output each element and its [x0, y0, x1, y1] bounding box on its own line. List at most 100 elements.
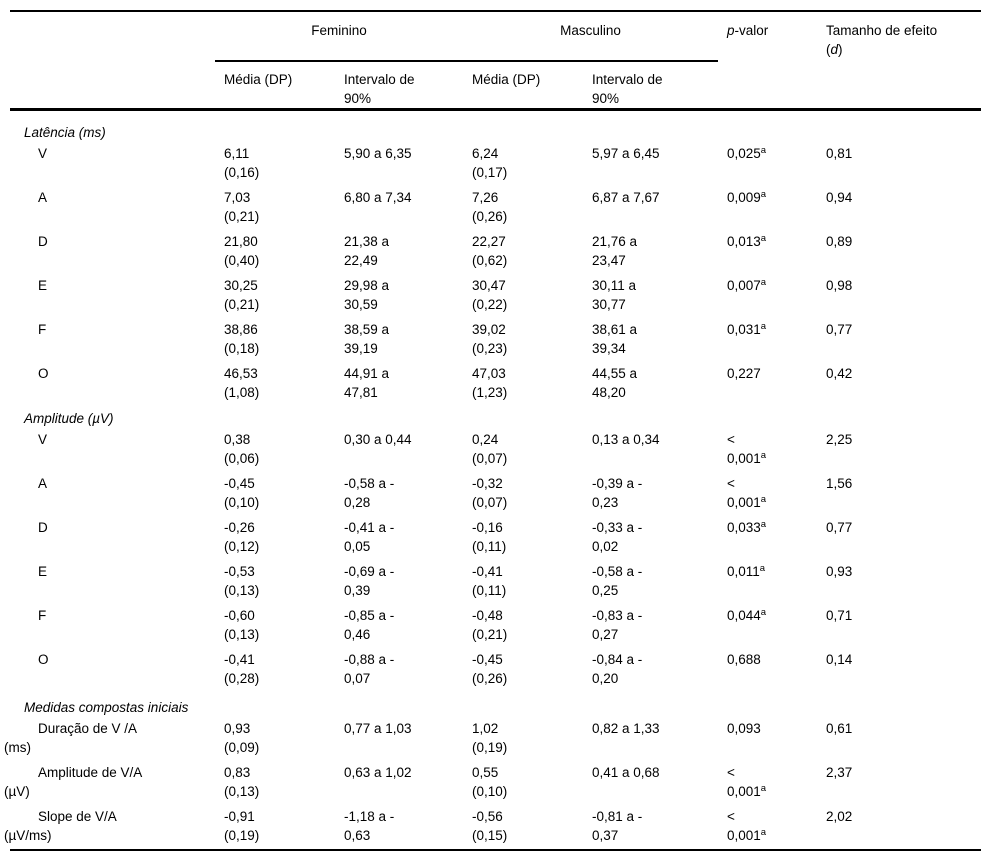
masc-media-cell: -0,56 (0,15): [463, 805, 583, 851]
fem-media-cell: -0,53 (0,13): [215, 560, 335, 604]
intervalo-masc-header: Intervalo de 90%: [583, 61, 718, 111]
masc-interval-cell: 38,61 a 39,34: [592, 322, 638, 356]
effect-size-cell: 0,98: [826, 278, 853, 293]
dp-value: (0,06): [224, 451, 260, 466]
dp-value: (0,17): [472, 165, 508, 180]
dp-value: (0,10): [472, 784, 508, 799]
p-value: 0,227: [727, 366, 761, 381]
effect-size-cell: 0,61: [826, 721, 853, 736]
media-value: -0,41: [472, 564, 503, 579]
row-label-cell: V: [10, 142, 215, 186]
effect-size-cell: 0,94: [826, 190, 853, 205]
p-italic: p: [727, 23, 735, 38]
fem-media-cell: 21,80 (0,40): [215, 230, 335, 274]
effect-size-cell: 0,89: [826, 234, 853, 249]
group-header-row: Feminino Masculino p-valor Tamanho de ef…: [10, 11, 981, 111]
media-value: 7,03: [224, 190, 251, 205]
fem-interval-cell: 0,30 a 0,44: [344, 432, 412, 447]
masc-media-cell: -0,45 (0,26): [463, 648, 583, 692]
p-superscript: a: [760, 827, 767, 838]
media-value: -0,41: [224, 652, 255, 667]
row-label-cell: E: [10, 274, 215, 318]
table-row: F 38,86 (0,18) 38,59 a 39,19 39,02 (0,23) 38,6…: [10, 318, 981, 362]
table-header: Feminino Masculino p-valor Tamanho de ef…: [10, 11, 981, 111]
section-header-row: Medidas compostas iniciais: [10, 692, 981, 717]
results-table: Feminino Masculino p-valor Tamanho de ef…: [4, 10, 981, 851]
p-superscript: a: [760, 450, 767, 461]
fem-interval-cell: -0,58 a - 0,28: [344, 476, 395, 510]
media-value: 21,80: [224, 234, 258, 249]
dp-value: (0,16): [224, 165, 260, 180]
dp-value: (0,28): [224, 671, 260, 686]
p-value: < 0,001: [727, 809, 761, 843]
fem-media-cell: -0,60 (0,13): [215, 604, 335, 648]
fem-interval-cell: 0,63 a 1,02: [344, 765, 412, 780]
effect-size-label: Tamanho de efeito: [826, 23, 938, 38]
masc-interval-cell: -0,83 a - 0,27: [592, 608, 643, 642]
effect-size-cell: 0,77: [826, 322, 853, 337]
effect-size-cell: 0,42: [826, 366, 853, 381]
p-value-cell: 0,009a: [718, 186, 817, 230]
masculino-group-header: Masculino: [463, 11, 718, 62]
media-value: 30,47: [472, 278, 506, 293]
fem-media-cell: 0,38 (0,06): [215, 428, 335, 472]
row-label: A: [38, 476, 48, 491]
masc-media-cell: 47,03 (1,23): [463, 362, 583, 406]
effect-size-cell: 2,25: [826, 432, 853, 447]
row-label-cell: A: [10, 186, 215, 230]
effect-size-header: Tamanho de efeito (d): [817, 11, 981, 111]
row-label-cell: F: [10, 318, 215, 362]
fem-interval-cell: 38,59 a 39,19: [344, 322, 390, 356]
p-value: 0,033: [727, 520, 761, 535]
masc-media-cell: 30,47 (0,22): [463, 274, 583, 318]
masc-media-cell: 0,55 (0,10): [463, 761, 583, 805]
row-label-cell: O: [10, 362, 215, 406]
p-value-cell: < 0,001a: [718, 428, 817, 472]
media-value: -0,45: [224, 476, 255, 491]
p-value: < 0,001: [727, 476, 761, 510]
media-value: -0,32: [472, 476, 503, 491]
effect-size-cell: 2,37: [826, 765, 853, 780]
fem-interval-cell: -0,85 a - 0,46: [344, 608, 395, 642]
masc-interval-cell: -0,33 a - 0,02: [592, 520, 643, 554]
media-value: -0,53: [224, 564, 255, 579]
masc-interval-cell: -0,39 a - 0,23: [592, 476, 643, 510]
dp-value: (0,22): [472, 297, 508, 312]
effect-size-cell: 1,56: [826, 476, 853, 491]
fem-media-cell: 6,11 (0,16): [215, 142, 335, 186]
dp-value: (0,11): [472, 539, 507, 554]
masc-interval-cell: 0,13 a 0,34: [592, 432, 660, 447]
media-value: -0,56: [472, 809, 503, 824]
p-value-cell: 0,044a: [718, 604, 817, 648]
p-value-cell: < 0,001a: [718, 805, 817, 851]
p-superscript: a: [760, 233, 767, 244]
table-row: F -0,60 (0,13) -0,85 a - 0,46 -0,48 (0,21) -0,…: [10, 604, 981, 648]
media-value: 1,02: [472, 721, 499, 736]
row-label: O: [38, 652, 49, 667]
p-value: 0,009: [727, 190, 761, 205]
p-value-cell: 0,031a: [718, 318, 817, 362]
media-value: 6,24: [472, 146, 499, 161]
row-label-cell: O: [10, 648, 215, 692]
table-body: Latência (ms) V 6,11 (0,16) 5,90 a 6,35 6,24 (…: [4, 110, 981, 851]
table-row: E 30,25 (0,21) 29,98 a 30,59 30,47 (0,22) 30,1…: [10, 274, 981, 318]
masc-interval-cell: 0,41 a 0,68: [592, 765, 660, 780]
fem-interval-cell: -0,69 a - 0,39: [344, 564, 395, 598]
masc-interval-cell: 5,97 a 6,45: [592, 146, 660, 161]
p-value-cell: 0,227: [718, 362, 817, 406]
fem-media-cell: -0,26 (0,12): [215, 516, 335, 560]
row-label-unit: (ms): [4, 740, 31, 755]
p-value-cell: 0,011a: [718, 560, 817, 604]
row-label: E: [38, 278, 48, 293]
dp-value: (1,08): [224, 385, 260, 400]
row-label: V: [38, 146, 48, 161]
media-value: 22,27: [472, 234, 506, 249]
table-row: D -0,26 (0,12) -0,41 a - 0,05 -0,16 (0,11) -0,…: [10, 516, 981, 560]
media-value: 30,25: [224, 278, 258, 293]
p-superscript: a: [760, 519, 767, 530]
masc-media-cell: 39,02 (0,23): [463, 318, 583, 362]
fem-interval-cell: -1,18 a - 0,63: [335, 805, 463, 851]
masc-media-cell: 7,26 (0,26): [463, 186, 583, 230]
masc-interval-cell: -0,84 a - 0,20: [592, 652, 643, 686]
dp-value: (0,13): [224, 784, 260, 799]
